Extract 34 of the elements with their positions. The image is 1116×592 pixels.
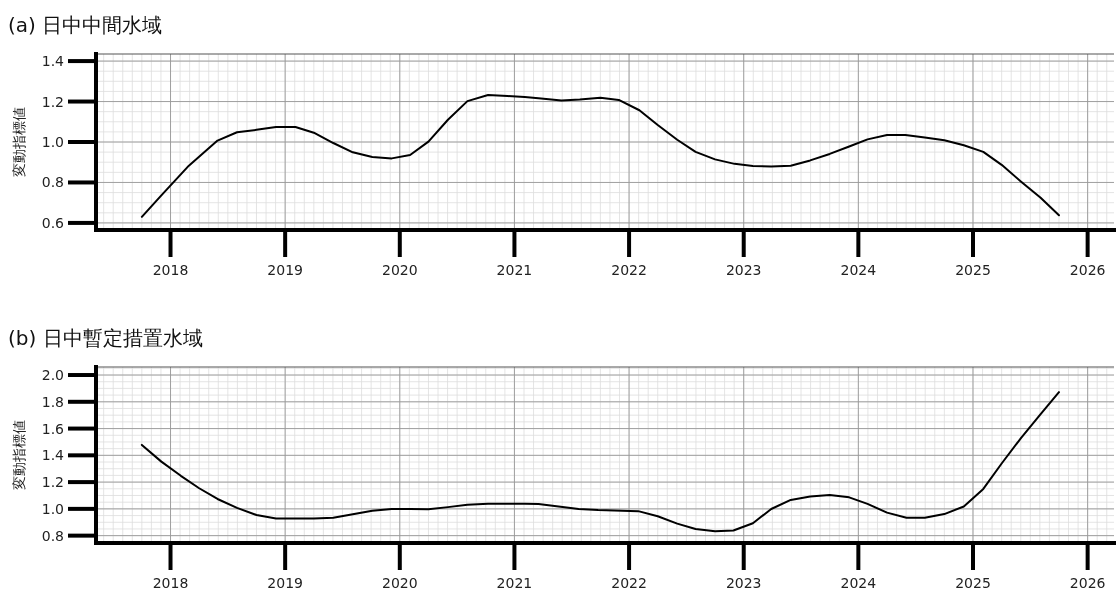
x-tick-label: 2023 <box>725 262 762 278</box>
y-tick-label: 2.0 <box>41 367 64 384</box>
x-tick-label: 2021 <box>496 262 533 278</box>
x-tick-label: 2024 <box>840 262 877 278</box>
x-tick-label: 2021 <box>496 575 533 591</box>
x-tick-label: 2019 <box>267 575 303 591</box>
y-tick-label: 0.8 <box>41 174 64 191</box>
y-tick-label: 1.4 <box>41 53 65 70</box>
x-tick-label: 2018 <box>152 262 189 278</box>
y-tick-label: 1.2 <box>41 474 64 491</box>
y-tick-label: 0.8 <box>41 527 64 544</box>
x-tick-label: 2026 <box>1069 262 1106 278</box>
y-tick-label: 1.2 <box>41 93 64 110</box>
chart-title: (b) 日中暫定措置水域 <box>8 326 203 350</box>
x-tick-label: 2022 <box>611 575 647 591</box>
y-axis-title: 変動指標値 <box>11 107 27 177</box>
x-tick-label: 2020 <box>381 575 418 591</box>
x-tick-label: 2026 <box>1069 575 1106 591</box>
y-tick-label: 1.6 <box>41 420 65 437</box>
x-tick-label: 2018 <box>152 575 189 591</box>
y-axis-title: 変動指標値 <box>11 420 27 490</box>
x-tick-label: 2023 <box>725 575 762 591</box>
x-tick-label: 2025 <box>955 575 991 591</box>
y-tick-label: 1.8 <box>41 393 64 410</box>
x-tick-label: 2020 <box>381 262 418 278</box>
x-tick-label: 2022 <box>611 262 647 278</box>
y-tick-label: 0.6 <box>41 214 65 231</box>
x-tick-label: 2024 <box>840 575 877 591</box>
x-tick-label: 2019 <box>267 262 303 278</box>
y-tick-label: 1.0 <box>41 500 64 517</box>
chart-title: (a) 日中中間水域 <box>8 13 163 37</box>
x-tick-label: 2025 <box>955 262 991 278</box>
y-tick-label: 1.0 <box>41 134 64 150</box>
y-tick-label: 1.4 <box>41 447 65 464</box>
